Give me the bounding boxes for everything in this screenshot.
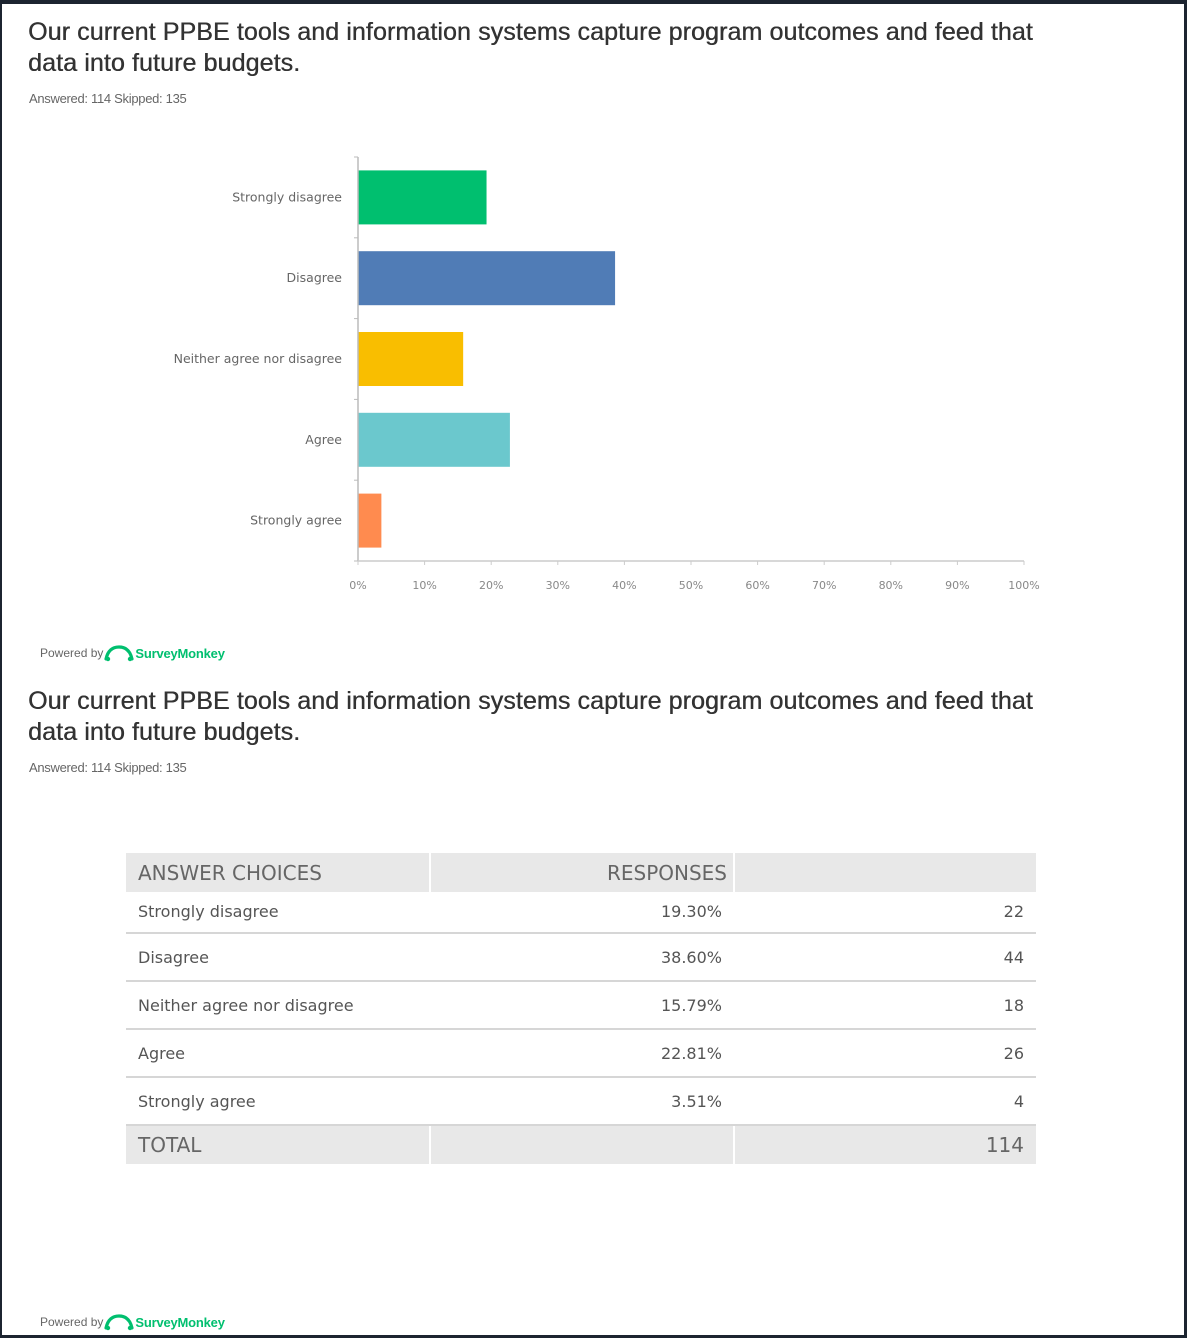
results-table: ANSWER CHOICES RESPONSES Strongly disagr… — [126, 853, 1036, 1164]
row-percent: 22.81% — [430, 1029, 734, 1077]
question-title: Our current PPBE tools and information s… — [28, 17, 1068, 79]
row-choice: Disagree — [126, 933, 430, 981]
x-tick-label: 20% — [479, 579, 503, 592]
row-percent: 19.30% — [430, 892, 734, 933]
x-tick-label: 80% — [879, 579, 903, 592]
row-count: 4 — [734, 1077, 1036, 1125]
y-tick-label: Disagree — [287, 270, 343, 285]
question-title-table: Our current PPBE tools and information s… — [28, 686, 1068, 748]
surveymonkey-brand: SurveyMonkey — [135, 646, 224, 661]
x-tick-label: 0% — [349, 579, 366, 592]
x-tick-label: 50% — [679, 579, 703, 592]
table-row: Agree 22.81% 26 — [126, 1029, 1036, 1077]
bar-agree — [358, 413, 510, 467]
table-total-row: TOTAL 114 — [126, 1125, 1036, 1164]
y-tick-label: Agree — [305, 432, 342, 447]
x-tick-label: 100% — [1008, 579, 1039, 592]
row-percent: 3.51% — [430, 1077, 734, 1125]
x-tick-label: 40% — [612, 579, 636, 592]
row-choice: Strongly disagree — [126, 892, 430, 933]
row-choice: Agree — [126, 1029, 430, 1077]
row-count: 26 — [734, 1029, 1036, 1077]
bar-strongly-disagree — [358, 170, 487, 224]
header-answer-choices: ANSWER CHOICES — [126, 853, 430, 892]
y-tick-label: Strongly agree — [250, 513, 342, 528]
powered-by-surveymonkey-bottom[interactable]: Powered by SurveyMonkey — [40, 1311, 225, 1333]
total-count: 114 — [734, 1125, 1036, 1164]
bar-strongly-agree — [358, 494, 381, 548]
x-tick-label: 90% — [945, 579, 969, 592]
row-percent: 15.79% — [430, 981, 734, 1029]
powered-by-label: Powered by — [40, 1315, 103, 1329]
powered-by-label: Powered by — [40, 646, 103, 660]
row-choice: Strongly agree — [126, 1077, 430, 1125]
powered-by-surveymonkey[interactable]: Powered by SurveyMonkey — [40, 642, 225, 664]
x-tick-label: 30% — [546, 579, 570, 592]
x-tick-label: 10% — [412, 579, 436, 592]
table-header-row: ANSWER CHOICES RESPONSES — [126, 853, 1036, 892]
table-row: Strongly agree 3.51% 4 — [126, 1077, 1036, 1125]
surveymonkey-logo-icon — [104, 644, 134, 662]
row-count: 18 — [734, 981, 1036, 1029]
window-top-border — [0, 0, 1187, 4]
row-count: 44 — [734, 933, 1036, 981]
table-row: Strongly disagree 19.30% 22 — [126, 892, 1036, 933]
bar-neither-agree-nor-disagree — [358, 332, 463, 386]
header-count — [734, 853, 1036, 892]
y-tick-label: Strongly disagree — [232, 189, 342, 204]
surveymonkey-brand: SurveyMonkey — [135, 1315, 224, 1330]
row-percent: 38.60% — [430, 933, 734, 981]
total-label: TOTAL — [126, 1125, 430, 1164]
row-count: 22 — [734, 892, 1036, 933]
answered-skipped-summary: Answered: 114 Skipped: 135 — [29, 91, 186, 106]
x-tick-label: 70% — [812, 579, 836, 592]
x-tick-label: 60% — [745, 579, 769, 592]
total-spacer — [430, 1125, 734, 1164]
bar-disagree — [358, 251, 615, 305]
answered-skipped-summary-table: Answered: 114 Skipped: 135 — [29, 760, 186, 775]
table-row: Neither agree nor disagree 15.79% 18 — [126, 981, 1036, 1029]
bar-chart: Strongly disagree Disagree Neither agree n… — [0, 140, 1080, 610]
y-tick-label: Neither agree nor disagree — [174, 351, 343, 366]
header-responses: RESPONSES — [430, 853, 734, 892]
row-choice: Neither agree nor disagree — [126, 981, 430, 1029]
table-row: Disagree 38.60% 44 — [126, 933, 1036, 981]
surveymonkey-logo-icon — [104, 1313, 134, 1331]
